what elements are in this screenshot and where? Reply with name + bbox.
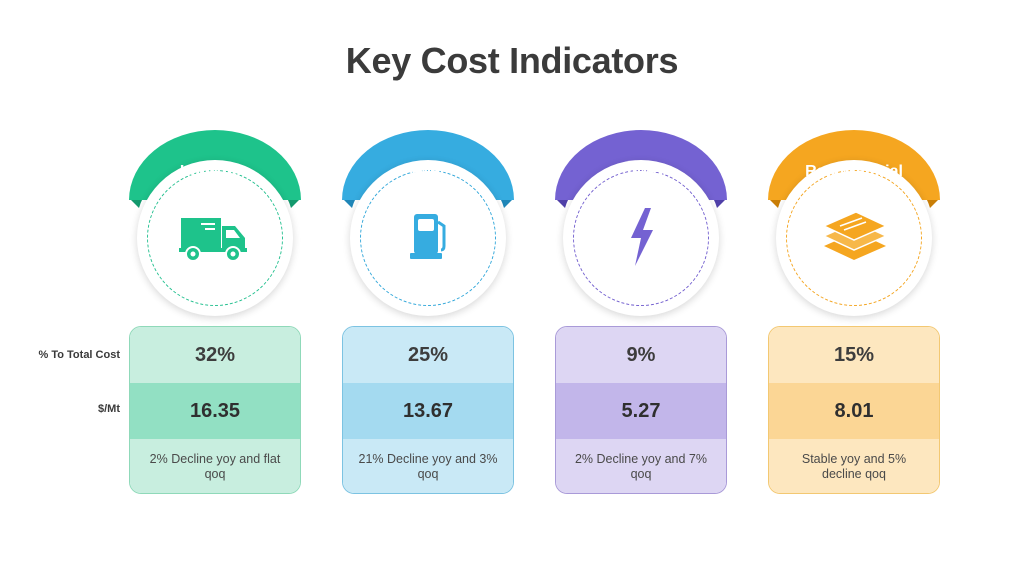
usd-per-mt-value: 5.27 xyxy=(556,383,726,439)
row-label-pct-to-total-cost: % To Total Cost xyxy=(38,349,120,361)
icon-circle xyxy=(350,160,506,316)
metrics-card: 32% 16.35 2% Decline yoy and flat qoq xyxy=(129,326,301,494)
pct-to-total-cost-value: 15% xyxy=(769,327,939,383)
indicator-fuel: Fuel 25% 13.67 21% Decline yoy and 3% qo… xyxy=(340,130,516,500)
icon-circle xyxy=(137,160,293,316)
usd-per-mt-value: 8.01 xyxy=(769,383,939,439)
metrics-card: 15% 8.01 Stable yoy and 5% decline qoq xyxy=(768,326,940,494)
pct-to-total-cost-value: 25% xyxy=(343,327,513,383)
category-label: Logistics xyxy=(179,163,251,180)
usd-per-mt-value: 16.35 xyxy=(130,383,300,439)
layers-icon xyxy=(814,202,894,272)
trend-note: 2% Decline yoy and flat qoq xyxy=(130,439,300,493)
dashed-ring xyxy=(360,170,496,306)
category-label: Raw Material xyxy=(805,163,903,180)
category-label: Fuel xyxy=(411,163,445,180)
fuel-pump-icon xyxy=(388,202,468,272)
icon-circle xyxy=(563,160,719,316)
icon-circle xyxy=(776,160,932,316)
pct-to-total-cost-value: 9% xyxy=(556,327,726,383)
dashed-ring xyxy=(147,170,283,306)
trend-note: 21% Decline yoy and 3% qoq xyxy=(343,439,513,493)
category-label: Power xyxy=(616,163,665,180)
pct-to-total-cost-value: 32% xyxy=(130,327,300,383)
usd-per-mt-value: 13.67 xyxy=(343,383,513,439)
truck-icon xyxy=(175,202,255,272)
dashed-ring xyxy=(786,170,922,306)
metrics-card: 9% 5.27 2% Decline yoy and 7% qoq xyxy=(555,326,727,494)
lightning-bolt-icon xyxy=(601,202,681,272)
trend-note: 2% Decline yoy and 7% qoq xyxy=(556,439,726,493)
page-title: Key Cost Indicators xyxy=(345,40,679,81)
indicator-power: Power 9% 5.27 2% Decline yoy and 7% qoq xyxy=(553,130,729,500)
indicator-raw-material: Raw Material 15% 8.01 Stable yoy and 5% … xyxy=(766,130,942,500)
row-label-usd-per-mt: $/Mt xyxy=(98,403,120,415)
dashed-ring xyxy=(573,170,709,306)
metrics-card: 25% 13.67 21% Decline yoy and 3% qoq xyxy=(342,326,514,494)
trend-note: Stable yoy and 5% decline qoq xyxy=(769,439,939,493)
indicator-logistics: Logistics 32% 16.35 2% Decline yoy and f… xyxy=(127,130,303,500)
